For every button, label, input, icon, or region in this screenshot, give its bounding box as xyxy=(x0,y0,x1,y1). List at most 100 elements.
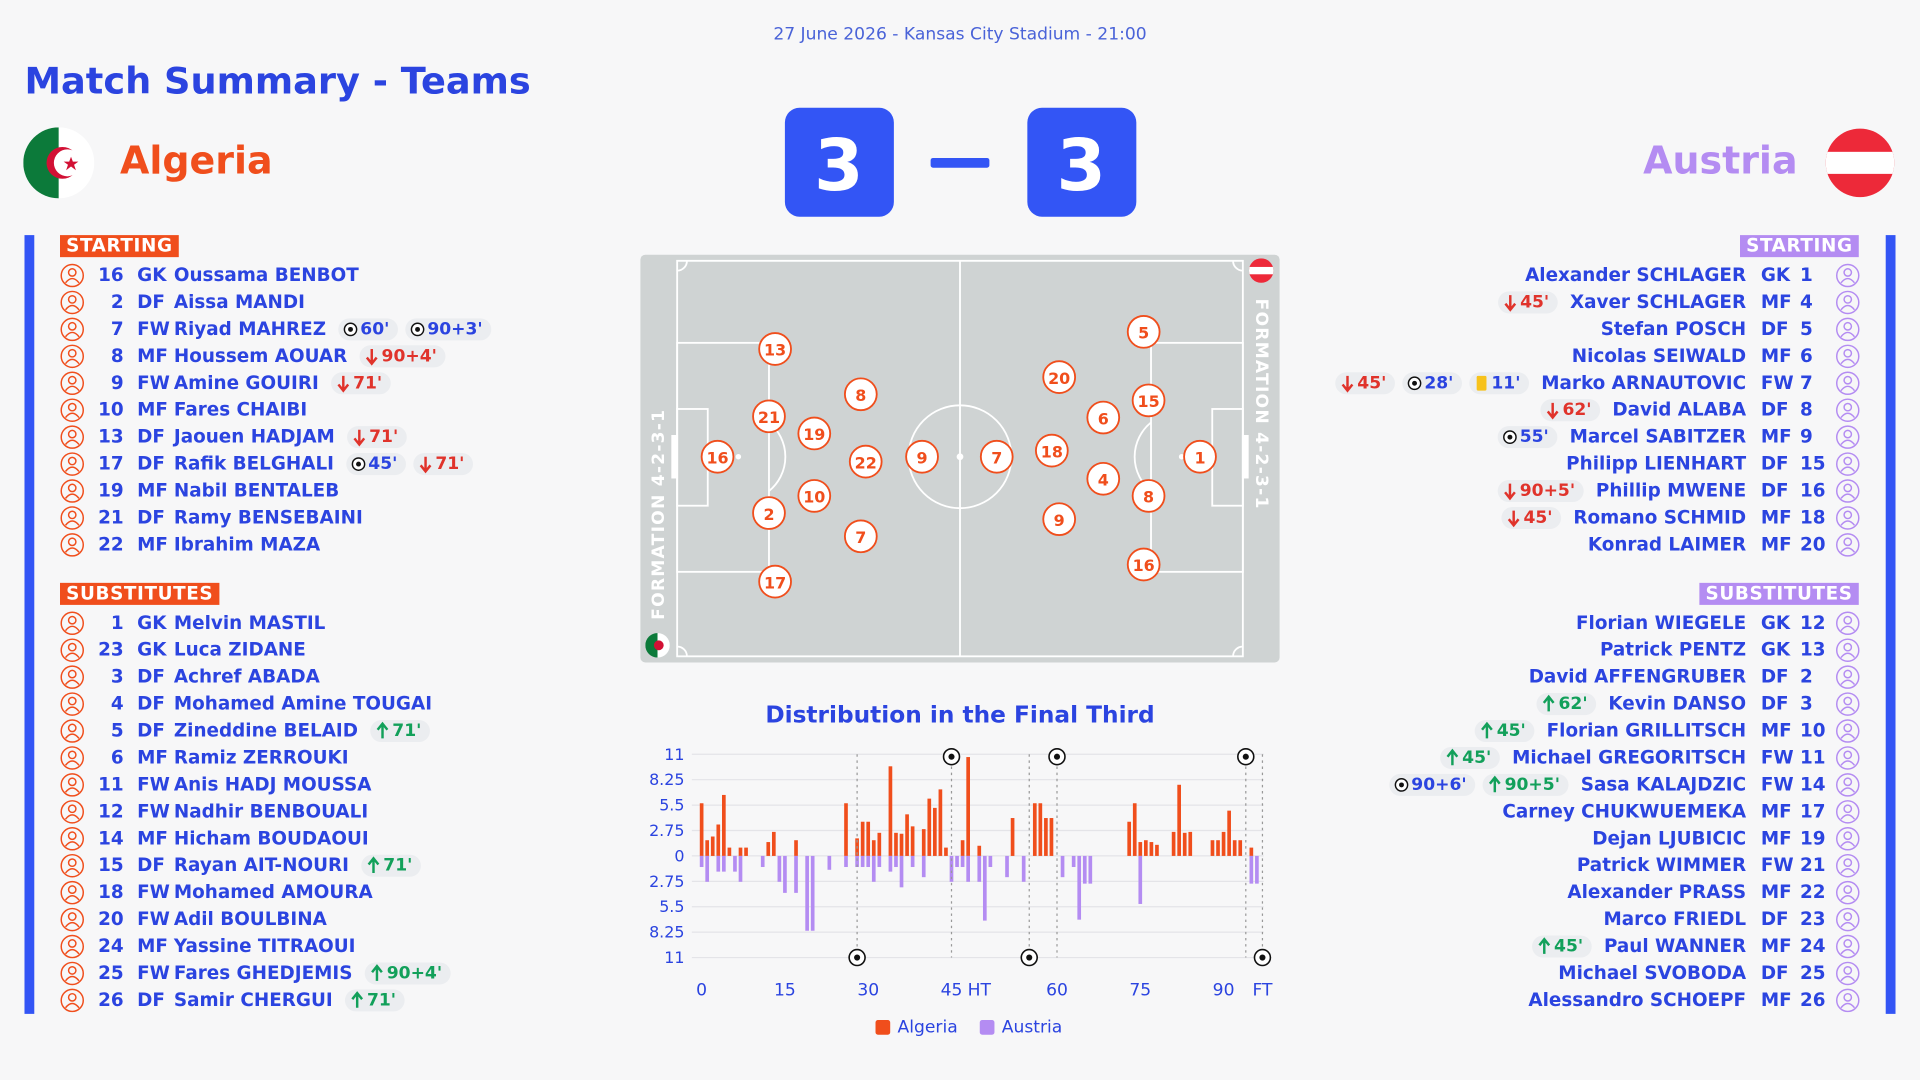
goal-icon-dot xyxy=(1399,782,1404,788)
bar xyxy=(738,855,743,882)
pitch-player xyxy=(752,399,786,434)
player-icon-body xyxy=(1840,733,1856,739)
player-icon-head xyxy=(1843,321,1853,331)
player-icon-head xyxy=(1843,537,1853,547)
player-position: FW xyxy=(1761,774,1794,795)
x-tick-label: 15 xyxy=(774,981,796,1001)
player-icon xyxy=(60,961,84,986)
pitch-player xyxy=(848,444,883,479)
event-label: 45' xyxy=(1357,373,1386,393)
player-icon-body xyxy=(1840,841,1856,847)
player-icon-head xyxy=(67,483,77,493)
event-label: 71' xyxy=(353,373,382,393)
player-icon-body xyxy=(1840,814,1856,820)
player-number: 14 xyxy=(98,828,124,849)
player-icon-ring xyxy=(60,988,84,1013)
bar xyxy=(722,855,726,872)
player-icon-head xyxy=(1843,804,1853,814)
player-icon-ring xyxy=(1836,746,1860,770)
legend-swatch xyxy=(875,1020,891,1035)
player-number: 19 xyxy=(1800,828,1826,849)
player-icon-head xyxy=(67,939,77,948)
pitch-player xyxy=(758,332,792,366)
player-name: Florian WIEGELE xyxy=(1576,613,1746,634)
bar xyxy=(1138,842,1143,856)
player-position: DF xyxy=(137,427,165,448)
player-number: 8 xyxy=(1800,400,1813,421)
player-icon xyxy=(60,290,84,315)
player-icon-head xyxy=(1843,268,1853,277)
player-name: Luca ZIDANE xyxy=(174,640,306,661)
player-number: 10 xyxy=(98,400,124,421)
player-position: FW xyxy=(1761,855,1794,876)
player-icon xyxy=(1836,800,1860,824)
events: 62' xyxy=(1536,693,1597,716)
x-tick-label: 45 xyxy=(941,981,963,1001)
player-icon-body xyxy=(1840,439,1856,445)
sub-off-icon xyxy=(365,348,378,366)
sub-off-icon xyxy=(353,429,366,447)
bar xyxy=(866,821,871,856)
bar xyxy=(771,831,776,856)
bar xyxy=(1032,803,1037,856)
bar xyxy=(955,855,959,868)
sub-on-icon xyxy=(1446,748,1459,766)
player-name: Houssem AOUAR xyxy=(174,346,347,367)
bar xyxy=(738,847,743,856)
player-icon-head xyxy=(67,456,77,466)
player-position: MF xyxy=(1761,936,1792,957)
player-name: Romano SCHMID xyxy=(1573,507,1746,528)
player-icon xyxy=(1836,665,1860,689)
player-icon-head xyxy=(67,804,77,814)
player-position: DF xyxy=(1761,694,1789,715)
player-icon-head xyxy=(1843,615,1853,625)
x-tick-label: 30 xyxy=(857,981,879,1001)
event-label: 11' xyxy=(1491,373,1520,393)
player-icon-ring xyxy=(60,317,84,342)
event-pill: 45' xyxy=(1474,720,1535,743)
bar xyxy=(960,840,965,856)
player-number: 11 xyxy=(98,774,124,795)
event-label: 71' xyxy=(435,454,464,474)
bar xyxy=(1082,855,1087,884)
player-icon-head xyxy=(67,777,77,787)
player-icon-ring xyxy=(60,344,84,369)
player-icon-body xyxy=(64,921,80,928)
pitch-player-number: 8 xyxy=(1143,488,1154,507)
player-number: 23 xyxy=(98,640,124,661)
events: 45' xyxy=(1440,746,1500,769)
player-icon-body xyxy=(64,520,80,526)
event-pill: 90+4' xyxy=(359,345,446,368)
sub-off-icon xyxy=(419,456,432,474)
event-label: 45' xyxy=(368,454,397,474)
player-name: Adil BOULBINA xyxy=(174,909,328,930)
y-tick-label: 8.25 xyxy=(649,770,684,789)
sub-on-icon xyxy=(1481,721,1493,739)
player-icon xyxy=(60,880,84,905)
pitch-player xyxy=(797,416,832,451)
player-number: 6 xyxy=(1800,346,1813,367)
pitch-player xyxy=(1042,502,1077,537)
player-icon-body xyxy=(1840,304,1856,311)
sub-on-icon xyxy=(376,721,389,739)
player-name: Nicolas SEIWALD xyxy=(1572,346,1746,367)
score-separator xyxy=(930,157,990,168)
event-label: 62' xyxy=(1562,400,1591,420)
section-label: STARTING xyxy=(1746,236,1853,257)
pitch-player xyxy=(1042,360,1077,394)
events: 71' xyxy=(361,854,421,877)
player-icon-body xyxy=(1840,760,1856,766)
bar xyxy=(1255,855,1259,884)
bar xyxy=(710,836,715,856)
player-icon xyxy=(60,746,84,770)
player-icon-head xyxy=(1843,348,1853,358)
player-icon-head xyxy=(1843,912,1853,921)
y-tick-label: 0 xyxy=(674,846,684,865)
player-position: GK xyxy=(1761,613,1791,634)
player-number: 9 xyxy=(111,373,124,394)
player-number: 14 xyxy=(1800,774,1826,795)
events: 45' xyxy=(1532,935,1592,958)
bar xyxy=(944,847,948,856)
bar xyxy=(777,855,782,882)
event-pill: 45' xyxy=(1335,372,1395,395)
